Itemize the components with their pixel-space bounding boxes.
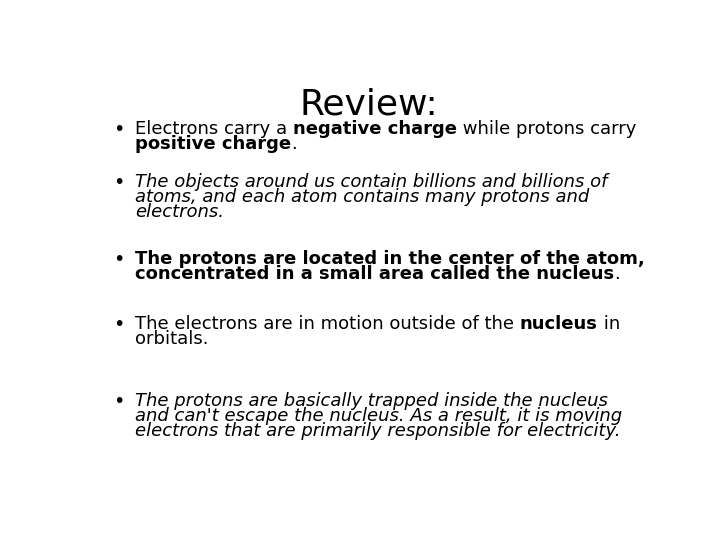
Text: concentrated in a small area called the nucleus: concentrated in a small area called the … — [135, 265, 614, 282]
Text: orbitals.: orbitals. — [135, 330, 209, 348]
Text: The objects around us contain billions and billions of: The objects around us contain billions a… — [135, 173, 608, 191]
Text: The protons are basically trapped inside the nucleus: The protons are basically trapped inside… — [135, 392, 608, 410]
Text: The protons are located in the center of the atom,: The protons are located in the center of… — [135, 249, 644, 268]
Text: negative charge: negative charge — [293, 120, 456, 138]
Text: electrons that are primarily responsible for electricity.: electrons that are primarily responsible… — [135, 422, 621, 440]
Text: .: . — [291, 135, 297, 153]
Text: •: • — [113, 392, 125, 411]
Text: positive charge: positive charge — [135, 135, 291, 153]
Text: and can't escape the nucleus. As a result, it is moving: and can't escape the nucleus. As a resul… — [135, 407, 622, 425]
Text: •: • — [113, 249, 125, 268]
Text: The electrons are in motion outside of the: The electrons are in motion outside of t… — [135, 315, 520, 333]
Text: while protons carry: while protons carry — [456, 120, 636, 138]
Text: atoms, and each atom contains many protons and: atoms, and each atom contains many proto… — [135, 187, 589, 206]
Text: .: . — [614, 265, 620, 282]
Text: Review:: Review: — [300, 88, 438, 122]
Text: •: • — [113, 315, 125, 334]
Text: in: in — [598, 315, 620, 333]
Text: nucleus: nucleus — [520, 315, 598, 333]
Text: Electrons carry a: Electrons carry a — [135, 120, 293, 138]
Text: electrons.: electrons. — [135, 202, 224, 221]
Text: •: • — [113, 173, 125, 192]
Text: •: • — [113, 120, 125, 139]
